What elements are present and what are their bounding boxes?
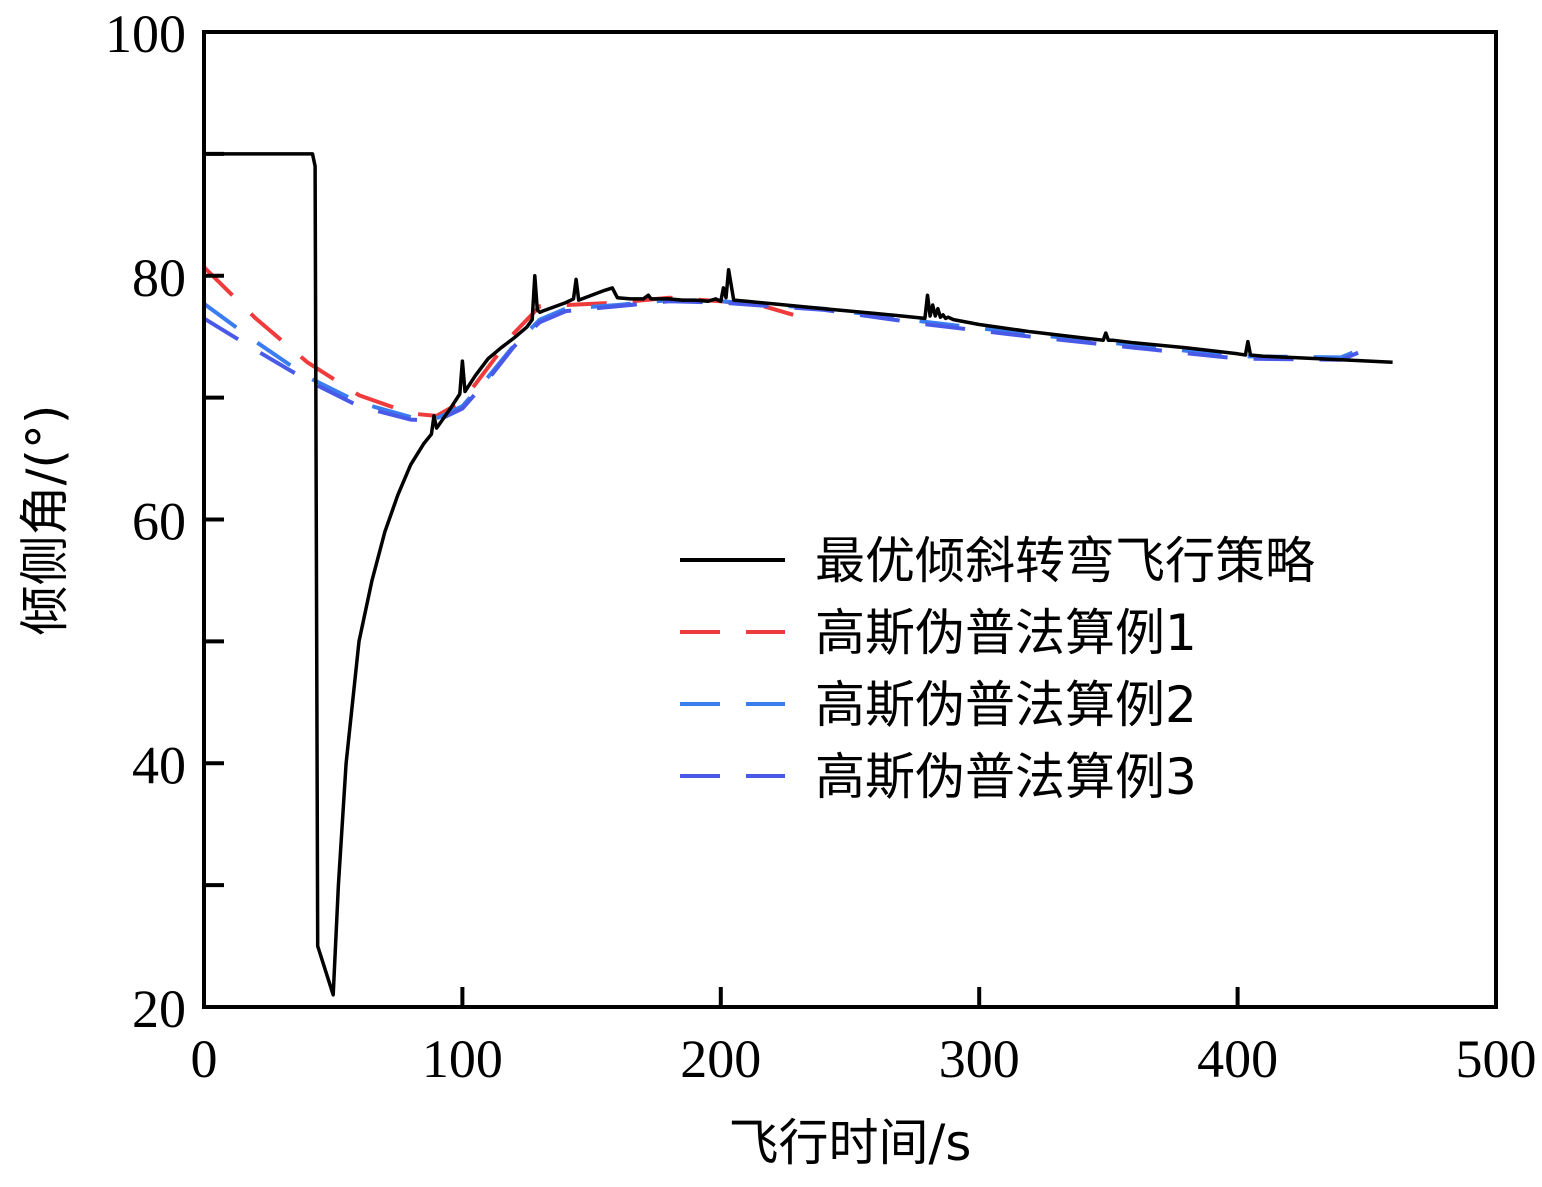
- plot-frame: [202, 30, 1498, 1009]
- plot-lines: [202, 152, 1393, 997]
- legend-label-1: 最优倾斜转弯飞行策略: [815, 532, 1315, 590]
- y-tick-label: 100: [105, 4, 186, 64]
- y-tick-label: 60: [132, 492, 186, 552]
- legend-label-3: 高斯伪普法算例2: [815, 676, 1197, 734]
- x-tick-label: 0: [191, 1029, 218, 1089]
- series-line-3: [202, 298, 1363, 421]
- series-line-4: [202, 299, 1363, 423]
- series-line-2: [202, 265, 794, 418]
- x-tick-label: 200: [680, 1029, 761, 1089]
- x-tick-label: 400: [1197, 1029, 1278, 1089]
- ticks: [204, 151, 1240, 1007]
- y-tick-label: 40: [132, 735, 186, 795]
- y-tick-label: 20: [132, 979, 186, 1039]
- x-tick-label: 300: [939, 1029, 1020, 1089]
- series-line-1: [204, 152, 1393, 997]
- x-axis-title: 飞行时间/s: [729, 1114, 972, 1172]
- legend-label-4: 高斯伪普法算例3: [815, 748, 1197, 806]
- tick-labels: 0 100 200 300 400 500 20 40 60 80 100: [105, 4, 1537, 1089]
- x-tick-label: 500: [1456, 1029, 1537, 1089]
- x-tick-label: 100: [422, 1029, 503, 1089]
- legend-label-2: 高斯伪普法算例1: [815, 604, 1197, 662]
- y-axis-title: 倾侧角/(°): [16, 405, 74, 636]
- y-tick-label: 80: [132, 248, 186, 308]
